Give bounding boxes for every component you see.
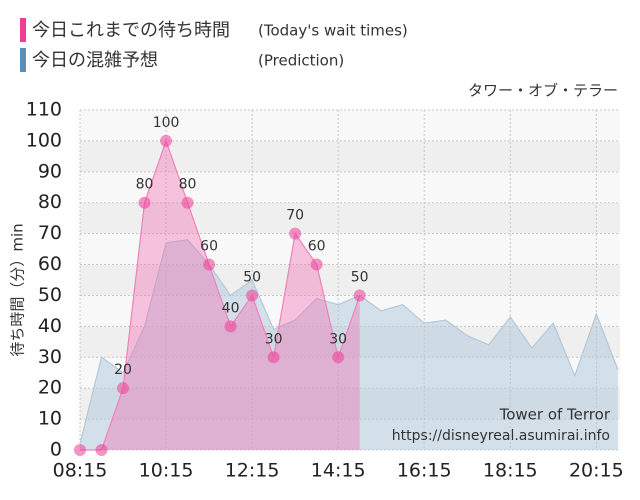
y-tick-label: 60: [38, 253, 62, 275]
point: [138, 196, 151, 209]
data-label: 80: [136, 177, 154, 193]
x-tick-label: 20:15: [569, 460, 624, 482]
point: [74, 444, 86, 456]
point: [117, 382, 130, 395]
y-axis-label: 待ち時間（分）min: [9, 223, 27, 356]
line: [79, 239, 619, 444]
point: [289, 227, 302, 240]
data-label: 60: [308, 239, 326, 255]
x-tick-label: 08:15: [53, 460, 108, 482]
point: [267, 351, 280, 364]
data-label: 20: [114, 362, 132, 378]
data-label: 40: [222, 300, 240, 316]
data-label: 80: [179, 177, 197, 193]
legend-label: 今日これまでの待ち時間: [32, 20, 230, 41]
legend-swatch: [20, 48, 26, 72]
legend-swatch: [20, 18, 26, 42]
y-tick-label: 100: [26, 129, 62, 151]
data-label: 60: [200, 239, 218, 255]
legend-label-en: (Prediction): [258, 52, 344, 70]
y-tick-label: 50: [38, 284, 62, 306]
point: [310, 258, 323, 271]
point: [246, 289, 259, 302]
point: [203, 258, 216, 271]
point: [353, 289, 366, 302]
point: [95, 444, 108, 456]
y-tick-label: 110: [26, 99, 62, 121]
legend-label-en: (Today's wait times): [258, 22, 408, 40]
y-tick-label: 40: [38, 315, 62, 337]
y-tick-label: 10: [38, 408, 62, 430]
legend-label: 今日の混雑予想: [32, 50, 158, 71]
x-tick-label: 16:15: [397, 460, 452, 482]
point: [332, 351, 345, 364]
band: [80, 110, 620, 141]
y-tick-label: 30: [38, 346, 62, 368]
y-tick-label: 20: [38, 377, 62, 399]
subtitle: タワー・オブ・テラー: [468, 82, 618, 100]
data-label: 50: [351, 269, 369, 285]
band: [80, 202, 620, 234]
data-label: 30: [265, 331, 283, 347]
y-tick-label: 0: [50, 439, 62, 461]
x-tick-label: 18:15: [483, 460, 538, 482]
area: [80, 140, 360, 450]
point: [224, 320, 237, 333]
point: [181, 196, 194, 209]
y-tick-label: 70: [38, 222, 62, 244]
y-tick-label: 90: [38, 160, 62, 182]
point: [160, 134, 173, 147]
data-label: 50: [243, 269, 261, 285]
x-tick-label: 14:15: [311, 460, 366, 482]
x-tick-label: 10:15: [139, 460, 194, 482]
area: [80, 239, 618, 450]
band: [80, 140, 620, 172]
line: [80, 139, 361, 451]
annotation: https://disneyreal.asumirai.info: [392, 428, 610, 444]
y-tick-label: 80: [38, 191, 62, 213]
x-tick-label: 12:15: [225, 460, 280, 482]
data-label: 70: [286, 208, 304, 224]
data-label: 30: [329, 331, 347, 347]
data-label: 100: [153, 115, 180, 131]
band: [80, 171, 620, 203]
annotation: Tower of Terror: [499, 406, 611, 424]
